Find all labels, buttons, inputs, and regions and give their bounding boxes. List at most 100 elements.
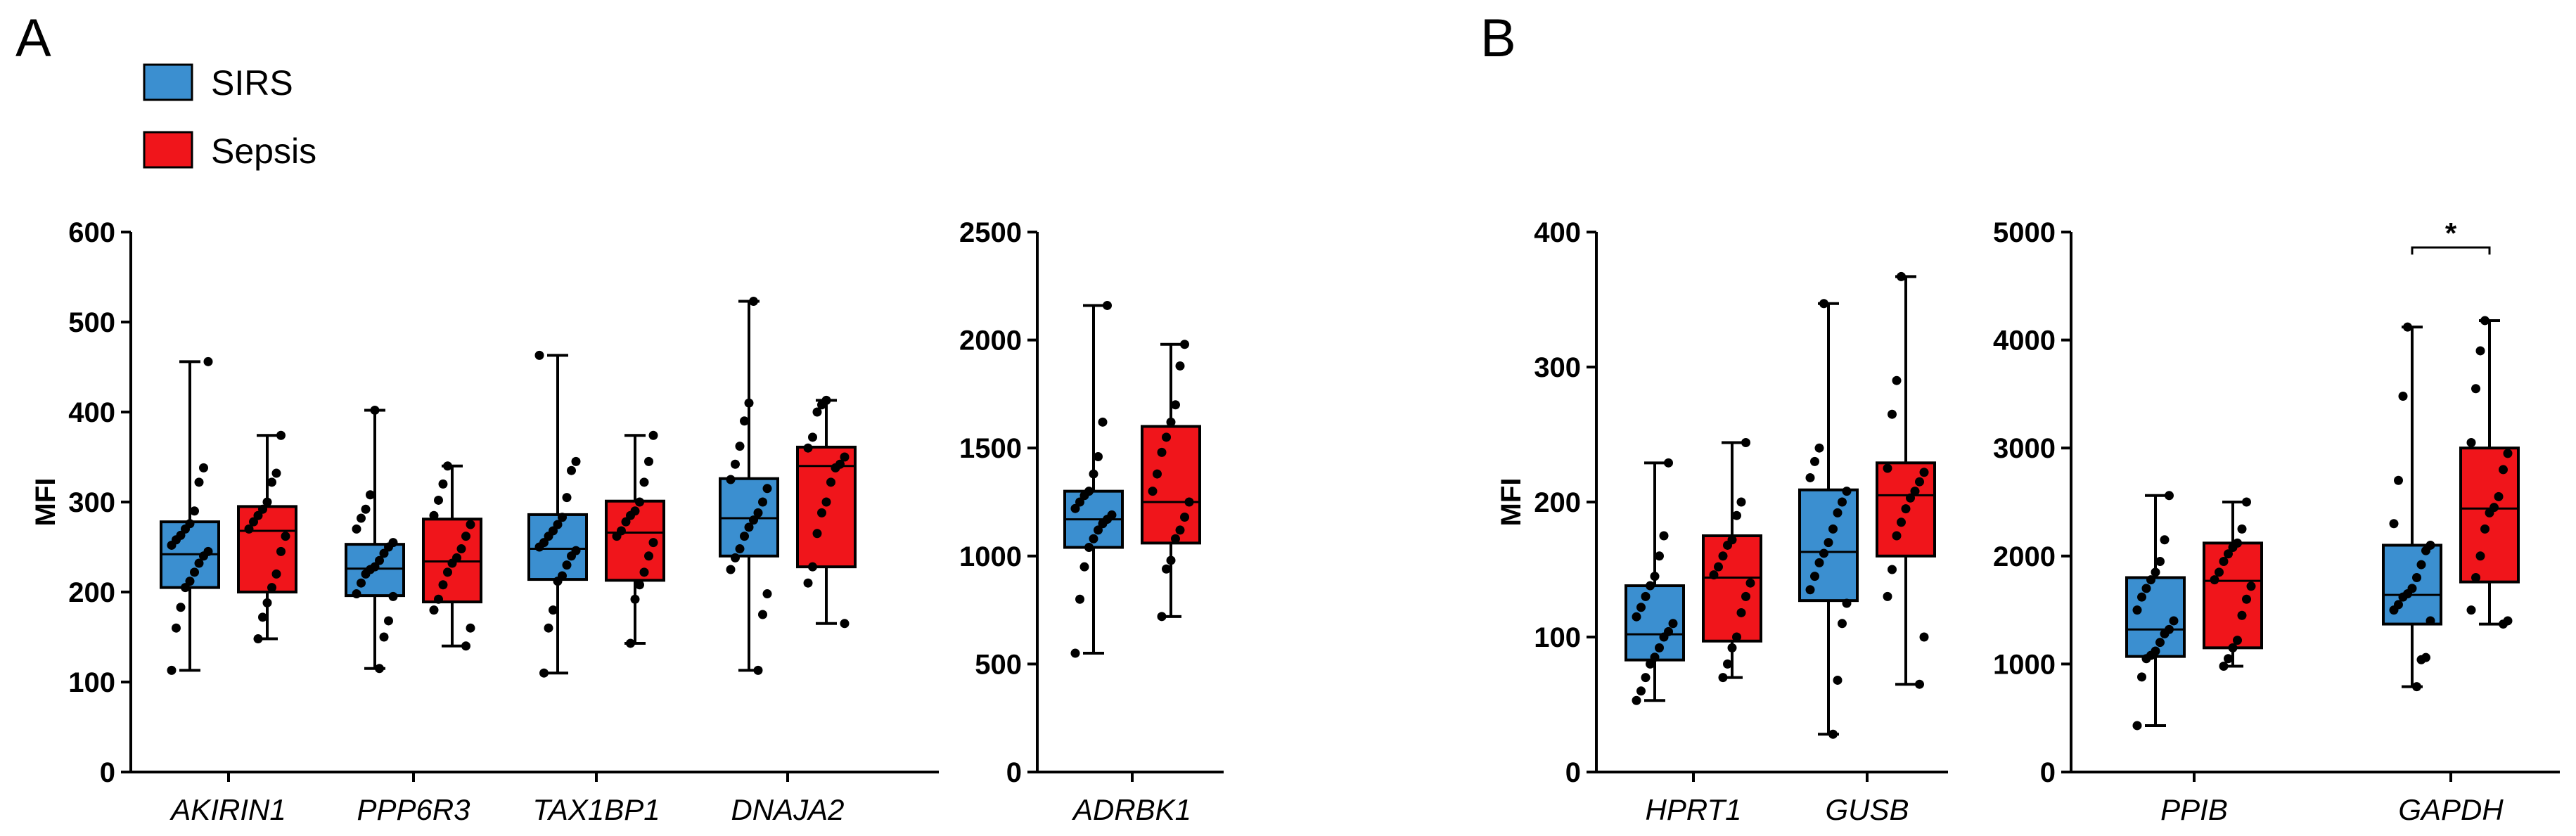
- data-point: [639, 477, 649, 487]
- data-point: [1741, 438, 1750, 448]
- data-point: [840, 619, 850, 629]
- data-point: [456, 544, 466, 554]
- data-point: [461, 532, 470, 541]
- data-point: [1655, 551, 1664, 561]
- data-point: [2412, 573, 2421, 583]
- data-point: [553, 520, 563, 529]
- significance-label: *: [2445, 217, 2457, 250]
- data-point: [2480, 524, 2490, 534]
- data-point: [1655, 643, 1664, 652]
- data-point: [361, 504, 371, 514]
- box-iqr: [1141, 425, 1201, 545]
- data-point: [2215, 567, 2224, 577]
- data-point: [1732, 510, 1741, 520]
- box-sirs-ppp6r3: [345, 405, 405, 674]
- data-point: [271, 569, 281, 579]
- data-point: [1814, 558, 1824, 567]
- data-point: [2132, 721, 2142, 731]
- data-point: [2394, 600, 2403, 610]
- data-point: [190, 506, 199, 516]
- data-point: [1171, 400, 1180, 410]
- data-point: [2426, 540, 2435, 550]
- data-point: [2471, 384, 2480, 394]
- data-point: [1888, 409, 1897, 419]
- data-point: [1098, 417, 1108, 427]
- data-point: [379, 548, 389, 558]
- data-point: [758, 497, 767, 507]
- data-point: [172, 623, 181, 633]
- data-point: [1892, 375, 1902, 385]
- data-point: [735, 544, 745, 554]
- box-sepsis-ppib: [2203, 497, 2263, 671]
- data-point: [539, 538, 549, 548]
- data-point: [1828, 729, 1838, 739]
- box-sirs-tax1bp1: [527, 350, 588, 678]
- data-point: [1668, 619, 1678, 629]
- data-point: [630, 594, 640, 604]
- data-point: [644, 456, 653, 466]
- y-axis-title: MFI: [30, 478, 61, 527]
- data-point: [434, 594, 443, 604]
- data-point: [199, 463, 208, 472]
- data-point: [817, 508, 826, 517]
- data-point: [835, 459, 845, 469]
- data-point: [1659, 531, 1669, 541]
- data-point: [1157, 447, 1167, 457]
- data-point: [749, 515, 758, 525]
- data-point: [2165, 624, 2174, 634]
- y-tick-label: 100: [1534, 622, 1581, 653]
- data-point: [2407, 584, 2417, 593]
- y-tick-label: 2000: [959, 326, 1022, 356]
- chart-1: 0 100 200 300 400 500 600 MFI AKIRIN1 PPP6R3 TAX1B…: [30, 217, 939, 826]
- box-sepsis-akirin1: [237, 430, 297, 644]
- data-point: [758, 610, 767, 619]
- data-point: [357, 513, 366, 523]
- y-tick-label: 400: [68, 397, 115, 428]
- data-point: [1819, 548, 1828, 558]
- data-point: [1709, 570, 1719, 580]
- data-point: [812, 529, 822, 539]
- data-point: [181, 583, 190, 593]
- data-point: [1897, 517, 1906, 527]
- category-label-dnaja2: DNAJA2: [731, 793, 844, 826]
- data-point: [821, 395, 831, 405]
- data-point: [2137, 672, 2146, 682]
- data-point: [253, 634, 263, 644]
- data-point: [1070, 503, 1080, 513]
- data-point: [826, 477, 835, 487]
- box-sirs-gapdh: [2382, 322, 2442, 692]
- data-point: [388, 591, 398, 601]
- data-point: [2416, 560, 2426, 570]
- panel-label-a: A: [15, 8, 51, 68]
- data-point: [2421, 652, 2430, 662]
- y-tick-label: 1500: [959, 433, 1022, 464]
- category-label-akirin1: AKIRIN1: [169, 793, 286, 826]
- data-point: [1736, 497, 1746, 507]
- data-point: [194, 477, 204, 487]
- data-point: [803, 578, 813, 588]
- box-sepsis-gapdh: [2459, 316, 2520, 629]
- data-point: [740, 532, 749, 541]
- data-point: [375, 664, 384, 674]
- data-point: [808, 562, 817, 572]
- data-point: [762, 484, 772, 494]
- data-point: [635, 580, 644, 590]
- data-point: [1828, 524, 1838, 534]
- data-point: [2480, 316, 2490, 326]
- data-point: [1819, 299, 1828, 309]
- data-point: [1084, 543, 1094, 553]
- data-point: [2233, 636, 2242, 645]
- data-point: [1805, 585, 1815, 595]
- data-point: [1745, 578, 1755, 588]
- data-point: [1175, 361, 1185, 371]
- data-point: [1641, 673, 1651, 683]
- data-point: [1727, 535, 1737, 545]
- data-point: [244, 524, 254, 534]
- data-point: [1838, 497, 1847, 507]
- data-point: [544, 623, 553, 633]
- data-point: [1718, 673, 1728, 683]
- data-point: [1075, 497, 1084, 507]
- data-point: [2466, 605, 2476, 615]
- data-point: [821, 497, 831, 507]
- y-tick-label: 1000: [1993, 649, 2056, 680]
